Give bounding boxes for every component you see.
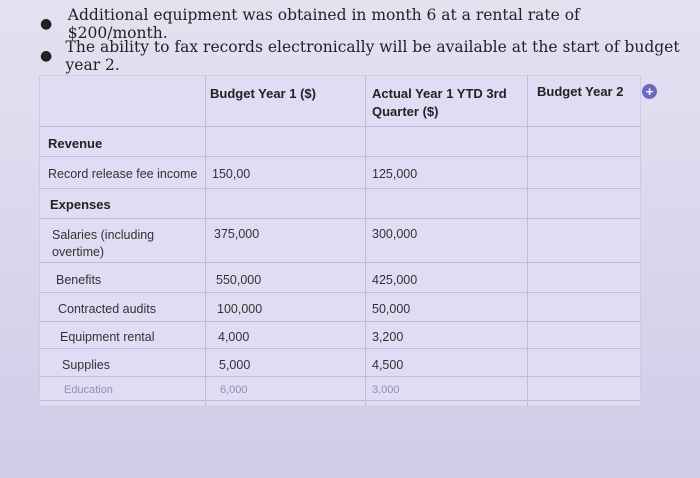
header-budget-year-1: Budget Year 1 ($) xyxy=(210,86,316,101)
row-budget-year-1: 150,00 xyxy=(212,167,251,181)
row-label: Record release fee income xyxy=(48,167,198,181)
row-budget-year-1: 375,000 xyxy=(214,227,260,241)
row-label: Salaries (including overtime) xyxy=(52,228,155,259)
header-budget-year-2: Budget Year 2 xyxy=(537,84,624,99)
row-budget-year-1: 5,000 xyxy=(219,358,251,372)
row-budget-year-1: 4,000 xyxy=(218,330,250,344)
header-actual-ytd: Actual Year 1 YTD 3rd Quarter ($) xyxy=(372,86,507,119)
bullet-dot-icon: ● xyxy=(40,48,53,64)
row-budget-year-1: 100,000 xyxy=(217,302,263,316)
bullet-list: ● Additional equipment was obtained in m… xyxy=(40,6,680,74)
row-label: Benefits xyxy=(56,273,102,287)
row-actual-ytd: 300,000 xyxy=(372,227,418,241)
row-actual-ytd: 425,000 xyxy=(372,273,418,287)
bullet-text: The ability to fax records electronicall… xyxy=(65,38,680,74)
row-budget-year-1: 6,000 xyxy=(220,384,248,396)
section-expenses: Expenses xyxy=(50,197,111,212)
row-label: Contracted audits xyxy=(58,302,156,316)
bullet-item: ● Additional equipment was obtained in m… xyxy=(40,6,680,42)
bullet-dot-icon: ● xyxy=(40,16,53,32)
bullet-text: Additional equipment was obtained in mon… xyxy=(67,6,580,42)
plus-circle-icon[interactable]: + xyxy=(642,84,657,99)
budget-table: Budget Year 1 ($) Actual Year 1 YTD 3rd … xyxy=(39,75,641,407)
row-actual-ytd: 3,200 xyxy=(372,330,404,344)
row-label: Equipment rental xyxy=(60,330,155,344)
row-label: Education xyxy=(64,384,113,396)
row-actual-ytd: 50,000 xyxy=(372,302,411,316)
section-revenue: Revenue xyxy=(48,136,103,151)
row-actual-ytd: 125,000 xyxy=(372,167,418,181)
row-label: Supplies xyxy=(62,358,110,372)
row-budget-year-1: 550,000 xyxy=(216,273,262,287)
row-actual-ytd: 3,000 xyxy=(372,384,400,396)
bullet-item: ● The ability to fax records electronica… xyxy=(40,38,680,74)
row-actual-ytd: 4,500 xyxy=(372,358,404,372)
